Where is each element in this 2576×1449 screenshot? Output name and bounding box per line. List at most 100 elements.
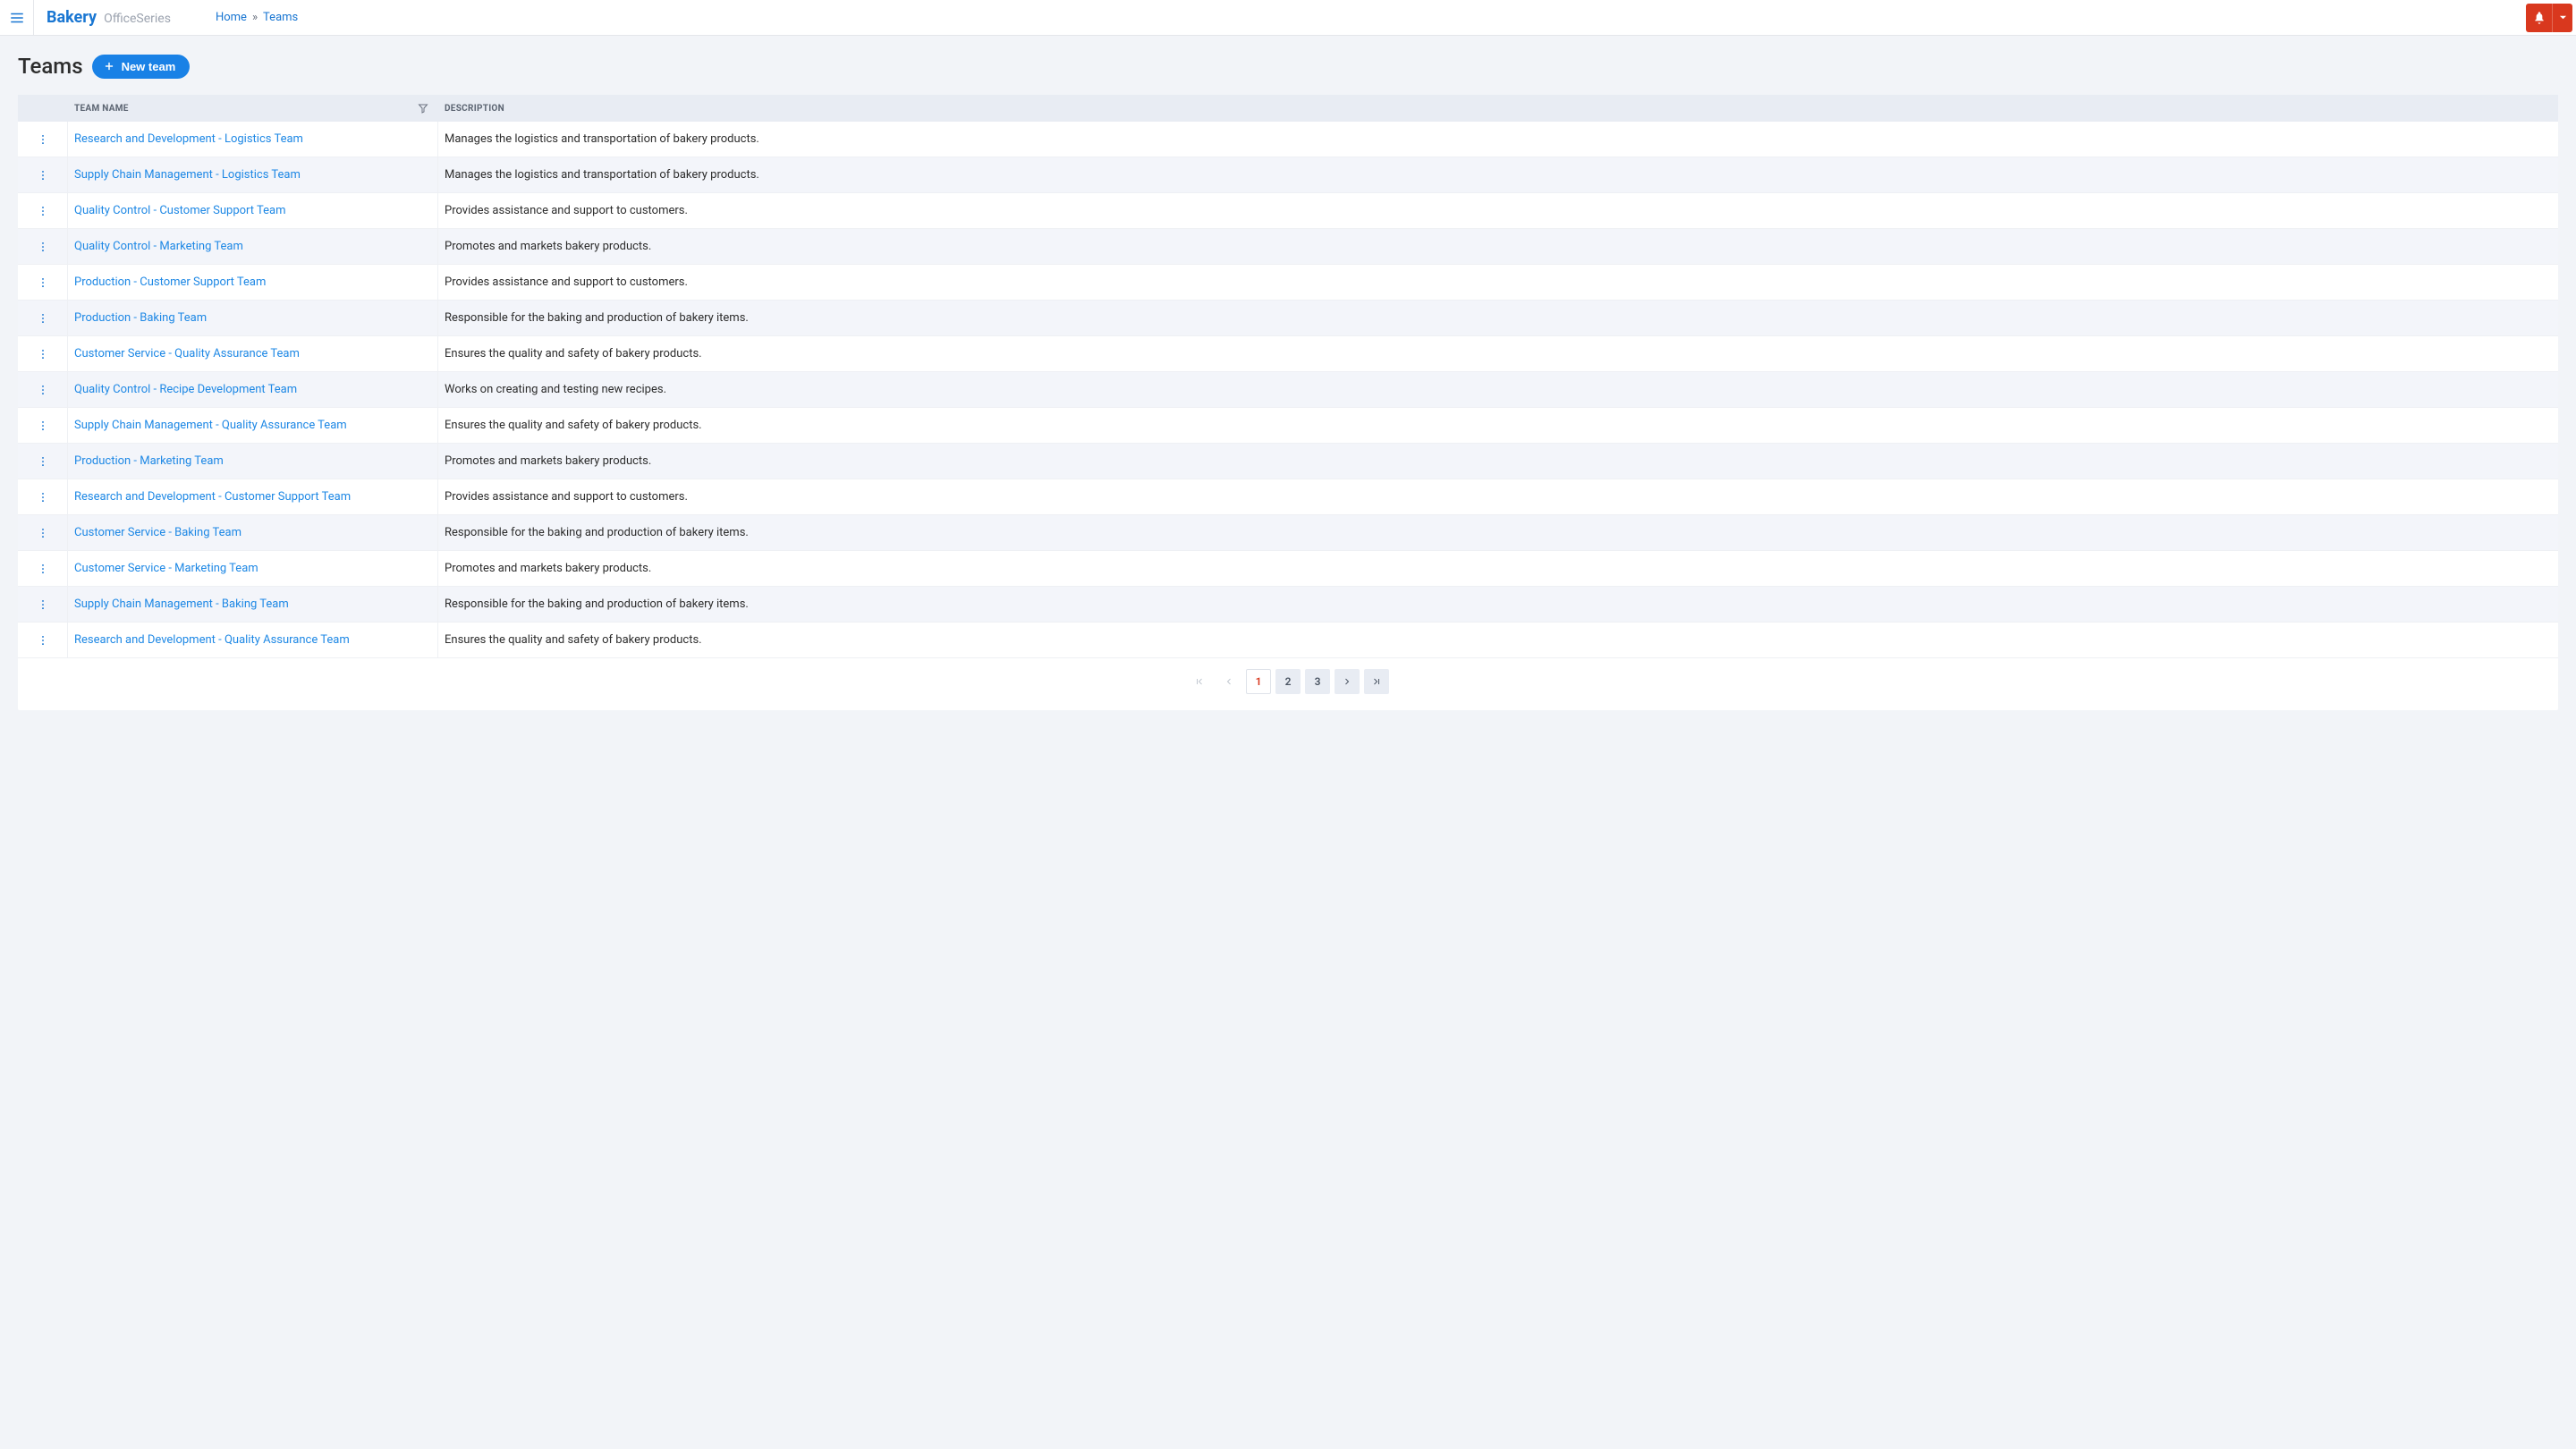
row-description-cell: Responsible for the baking and productio… [438,526,2558,539]
table-row: Quality Control - Marketing TeamPromotes… [18,229,2558,265]
row-description-cell: Ensures the quality and safety of bakery… [438,633,2558,647]
row-actions-button[interactable] [18,551,68,586]
row-actions-button[interactable] [18,336,68,371]
pagination: 123 [18,658,2558,710]
team-link[interactable]: Quality Control - Customer Support Team [74,204,285,217]
team-link[interactable]: Supply Chain Management - Logistics Team [74,168,301,182]
teams-table: TEAM NAME DESCRIPTION Research and Devel… [18,95,2558,710]
new-team-button-label: New team [122,60,176,73]
breadcrumb-home-link[interactable]: Home [216,11,247,24]
row-name-cell: Supply Chain Management - Baking Team [68,587,438,622]
team-link[interactable]: Production - Marketing Team [74,454,224,468]
row-actions-button[interactable] [18,587,68,622]
table-row: Customer Service - Marketing Team Promote… [18,551,2558,587]
topbar: Bakery OfficeSeries Home » Teams [0,0,2576,36]
row-actions-button[interactable] [18,623,68,657]
pagination-first-button[interactable] [1187,669,1212,694]
row-name-cell: Quality Control - Recipe Development Tea… [68,372,438,407]
team-link[interactable]: Customer Service - Marketing Team [74,562,258,575]
dots-vertical-icon [37,276,49,289]
row-actions-button[interactable] [18,372,68,407]
team-link[interactable]: Customer Service - Baking Team [74,526,242,539]
table-row: Production - Customer Support Team Provid… [18,265,2558,301]
dots-vertical-icon [37,348,49,360]
row-name-cell: Customer Service - Marketing Team [68,551,438,586]
page-title: Teams [18,54,83,79]
table-row: Supply Chain Management - Baking TeamRes… [18,587,2558,623]
chevron-first-icon [1194,676,1205,687]
chevron-right-icon [1342,676,1352,687]
dots-vertical-icon [37,169,49,182]
team-link[interactable]: Customer Service - Quality Assurance Tea… [74,347,300,360]
row-description-cell: Provides assistance and support to custo… [438,275,2558,289]
new-team-button[interactable]: New team [92,55,191,79]
team-link[interactable]: Research and Development - Customer Supp… [74,490,351,504]
dots-vertical-icon [37,527,49,539]
table-row: Research and Development - Logistics Tea… [18,122,2558,157]
row-actions-button[interactable] [18,265,68,300]
dots-vertical-icon [37,205,49,217]
row-name-cell: Research and Development - Logistics Tea… [68,122,438,157]
dots-vertical-icon [37,384,49,396]
row-actions-button[interactable] [18,193,68,228]
row-actions-button[interactable] [18,229,68,264]
chevron-left-icon [1224,676,1234,687]
team-link[interactable]: Supply Chain Management - Quality Assura… [74,419,347,432]
table-row: Research and Development - Customer Supp… [18,479,2558,515]
row-actions-button[interactable] [18,408,68,443]
chevron-last-icon [1371,676,1382,687]
dots-vertical-icon [37,312,49,325]
row-description-cell: Provides assistance and support to custo… [438,490,2558,504]
team-link[interactable]: Production - Customer Support Team [74,275,266,289]
column-description-header[interactable]: DESCRIPTION [438,104,2558,114]
row-name-cell: Customer Service - Baking Team [68,515,438,550]
column-name-header[interactable]: TEAM NAME [68,103,438,114]
plus-icon [103,60,115,72]
row-name-cell: Research and Development - Customer Supp… [68,479,438,514]
dots-vertical-icon [37,241,49,253]
row-name-cell: Customer Service - Quality Assurance Tea… [68,336,438,371]
row-actions-button[interactable] [18,515,68,550]
row-name-cell: Quality Control - Customer Support Team [68,193,438,228]
pagination-page-1[interactable]: 1 [1246,669,1271,694]
table-row: Quality Control - Recipe Development Tea… [18,372,2558,408]
table-row: Quality Control - Customer Support TeamP… [18,193,2558,229]
table-header: TEAM NAME DESCRIPTION [18,95,2558,122]
row-actions-button[interactable] [18,444,68,479]
pagination-next-button[interactable] [1335,669,1360,694]
pagination-page-3[interactable]: 3 [1305,669,1330,694]
team-link[interactable]: Quality Control - Recipe Development Tea… [74,383,297,396]
row-actions-button[interactable] [18,122,68,157]
dots-vertical-icon [37,563,49,575]
column-description-label: DESCRIPTION [445,104,504,114]
notifications-button[interactable] [2526,4,2553,32]
row-name-cell: Production - Marketing Team [68,444,438,479]
row-actions-button[interactable] [18,479,68,514]
menu-toggle-button[interactable] [0,0,34,36]
breadcrumb-current[interactable]: Teams [263,11,298,24]
row-description-cell: Manages the logistics and transportation… [438,132,2558,146]
team-link[interactable]: Production - Baking Team [74,311,207,325]
dots-vertical-icon [37,491,49,504]
brand-name: Bakery [47,8,97,27]
team-link[interactable]: Research and Development - Quality Assur… [74,633,350,647]
team-link[interactable]: Research and Development - Logistics Tea… [74,132,303,146]
notifications-dropdown-button[interactable] [2553,4,2572,32]
pagination-last-button[interactable] [1364,669,1389,694]
brand[interactable]: Bakery OfficeSeries [34,8,183,27]
table-row: Supply Chain Management - Quality Assura… [18,408,2558,444]
pagination-page-2[interactable]: 2 [1275,669,1301,694]
team-link[interactable]: Quality Control - Marketing Team [74,240,243,253]
row-name-cell: Supply Chain Management - Quality Assura… [68,408,438,443]
row-description-cell: Works on creating and testing new recipe… [438,383,2558,396]
filter-icon[interactable] [418,103,428,114]
row-actions-button[interactable] [18,301,68,335]
dots-vertical-icon [37,419,49,432]
row-description-cell: Promotes and markets bakery products. [438,562,2558,575]
row-actions-button[interactable] [18,157,68,192]
table-row: Research and Development - Quality Assur… [18,623,2558,658]
pagination-prev-button[interactable] [1216,669,1241,694]
team-link[interactable]: Supply Chain Management - Baking Team [74,597,289,611]
dots-vertical-icon [37,133,49,146]
row-name-cell: Production - Customer Support Team [68,265,438,300]
